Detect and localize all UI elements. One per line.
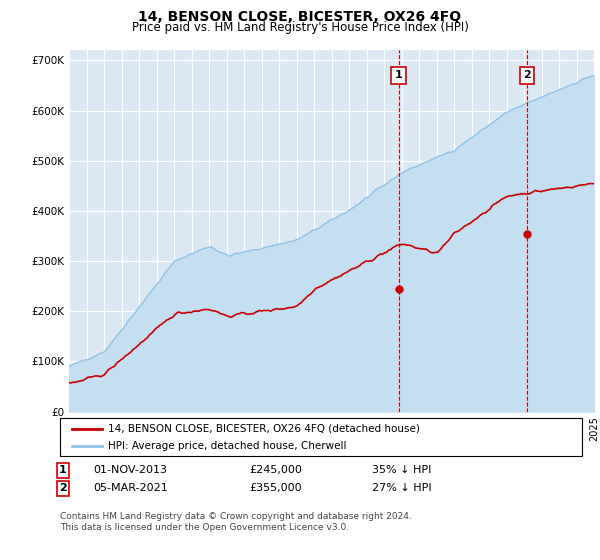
Text: Price paid vs. HM Land Registry's House Price Index (HPI): Price paid vs. HM Land Registry's House …: [131, 21, 469, 34]
Text: 14, BENSON CLOSE, BICESTER, OX26 4FQ (detached house): 14, BENSON CLOSE, BICESTER, OX26 4FQ (de…: [108, 424, 420, 434]
Text: 05-MAR-2021: 05-MAR-2021: [93, 483, 168, 493]
Text: HPI: Average price, detached house, Cherwell: HPI: Average price, detached house, Cher…: [108, 441, 347, 451]
Text: 14, BENSON CLOSE, BICESTER, OX26 4FQ: 14, BENSON CLOSE, BICESTER, OX26 4FQ: [139, 10, 461, 24]
Text: Contains HM Land Registry data © Crown copyright and database right 2024.
This d: Contains HM Land Registry data © Crown c…: [60, 512, 412, 532]
Text: 01-NOV-2013: 01-NOV-2013: [93, 465, 167, 475]
Text: 1: 1: [395, 71, 403, 81]
Text: 27% ↓ HPI: 27% ↓ HPI: [372, 483, 431, 493]
Text: 2: 2: [523, 71, 531, 81]
Text: £355,000: £355,000: [249, 483, 302, 493]
Text: 35% ↓ HPI: 35% ↓ HPI: [372, 465, 431, 475]
Text: 2: 2: [59, 483, 67, 493]
Text: 1: 1: [59, 465, 67, 475]
Text: £245,000: £245,000: [249, 465, 302, 475]
